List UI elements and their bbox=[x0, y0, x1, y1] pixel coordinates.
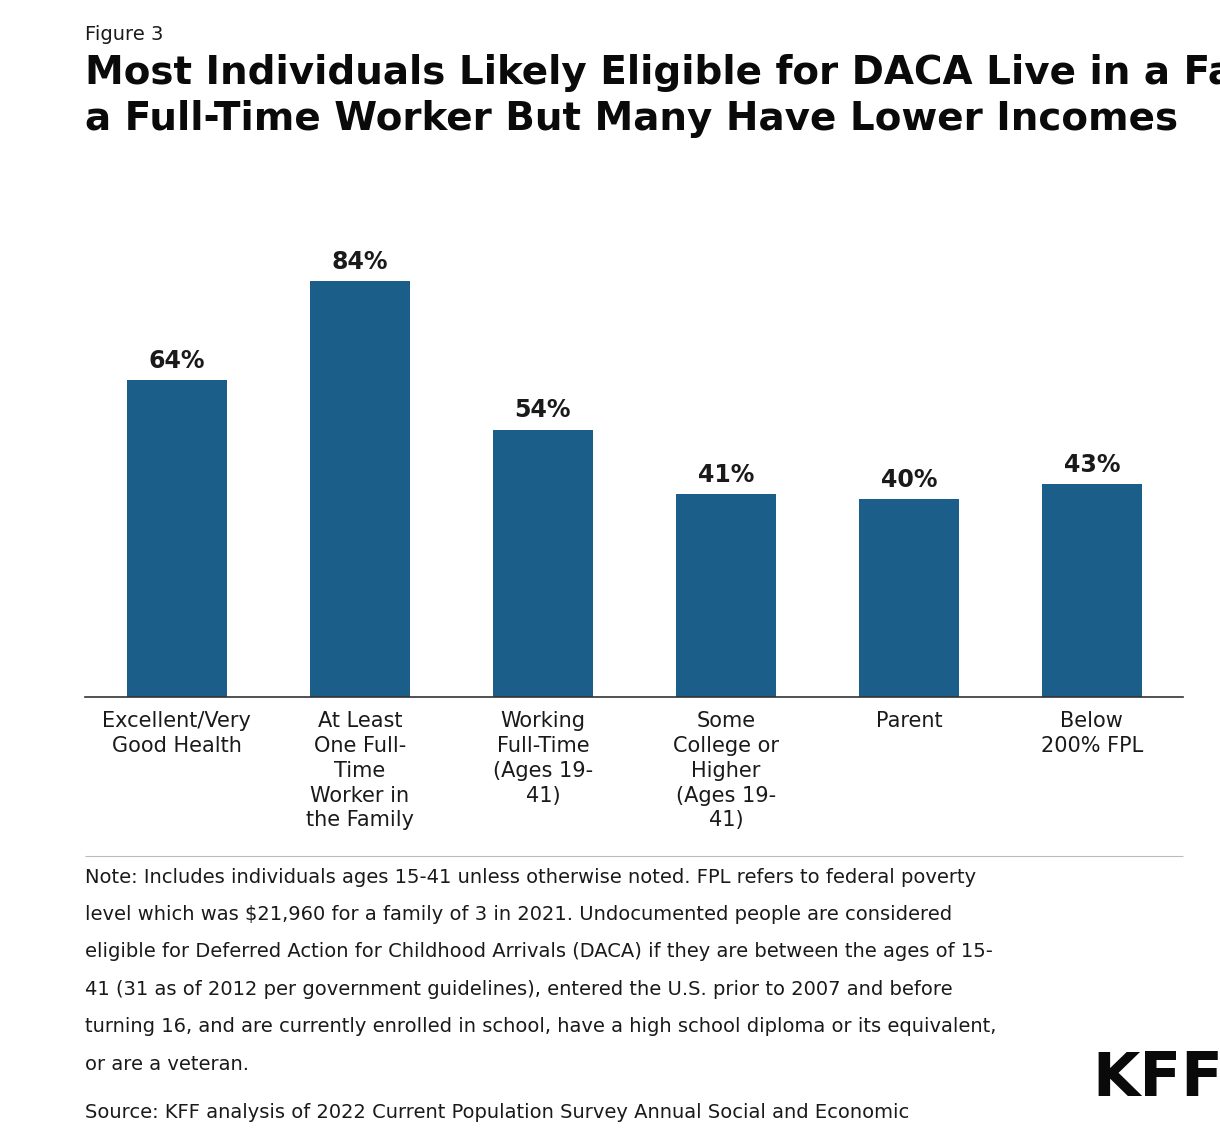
Text: Most Individuals Likely Eligible for DACA Live in a Family With
a Full-Time Work: Most Individuals Likely Eligible for DAC… bbox=[85, 54, 1220, 138]
Text: Source: KFF analysis of 2022 Current Population Survey Annual Social and Economi: Source: KFF analysis of 2022 Current Pop… bbox=[85, 1103, 910, 1123]
Text: turning 16, and are currently enrolled in school, have a high school diploma or : turning 16, and are currently enrolled i… bbox=[85, 1017, 997, 1036]
Bar bbox=[493, 430, 593, 697]
Text: 41 (31 as of 2012 per government guidelines), entered the U.S. prior to 2007 and: 41 (31 as of 2012 per government guideli… bbox=[85, 980, 953, 999]
Text: or are a veteran.: or are a veteran. bbox=[85, 1055, 249, 1074]
Text: 41%: 41% bbox=[698, 463, 754, 486]
Text: eligible for Deferred Action for Childhood Arrivals (DACA) if they are between t: eligible for Deferred Action for Childho… bbox=[85, 942, 993, 962]
Text: 43%: 43% bbox=[1064, 452, 1120, 477]
Text: 64%: 64% bbox=[149, 349, 205, 373]
Bar bbox=[676, 494, 776, 697]
Text: KFF: KFF bbox=[1092, 1050, 1220, 1109]
Text: 84%: 84% bbox=[332, 249, 388, 274]
Bar bbox=[310, 281, 410, 697]
Bar bbox=[1042, 484, 1142, 697]
Text: Figure 3: Figure 3 bbox=[85, 25, 163, 44]
Bar bbox=[127, 380, 227, 697]
Text: 40%: 40% bbox=[881, 468, 937, 492]
Text: 54%: 54% bbox=[515, 398, 571, 423]
Text: level which was $21,960 for a family of 3 in 2021. Undocumented people are consi: level which was $21,960 for a family of … bbox=[85, 905, 953, 924]
Bar bbox=[859, 499, 959, 697]
Text: Note: Includes individuals ages 15-41 unless otherwise noted. FPL refers to fede: Note: Includes individuals ages 15-41 un… bbox=[85, 868, 976, 887]
